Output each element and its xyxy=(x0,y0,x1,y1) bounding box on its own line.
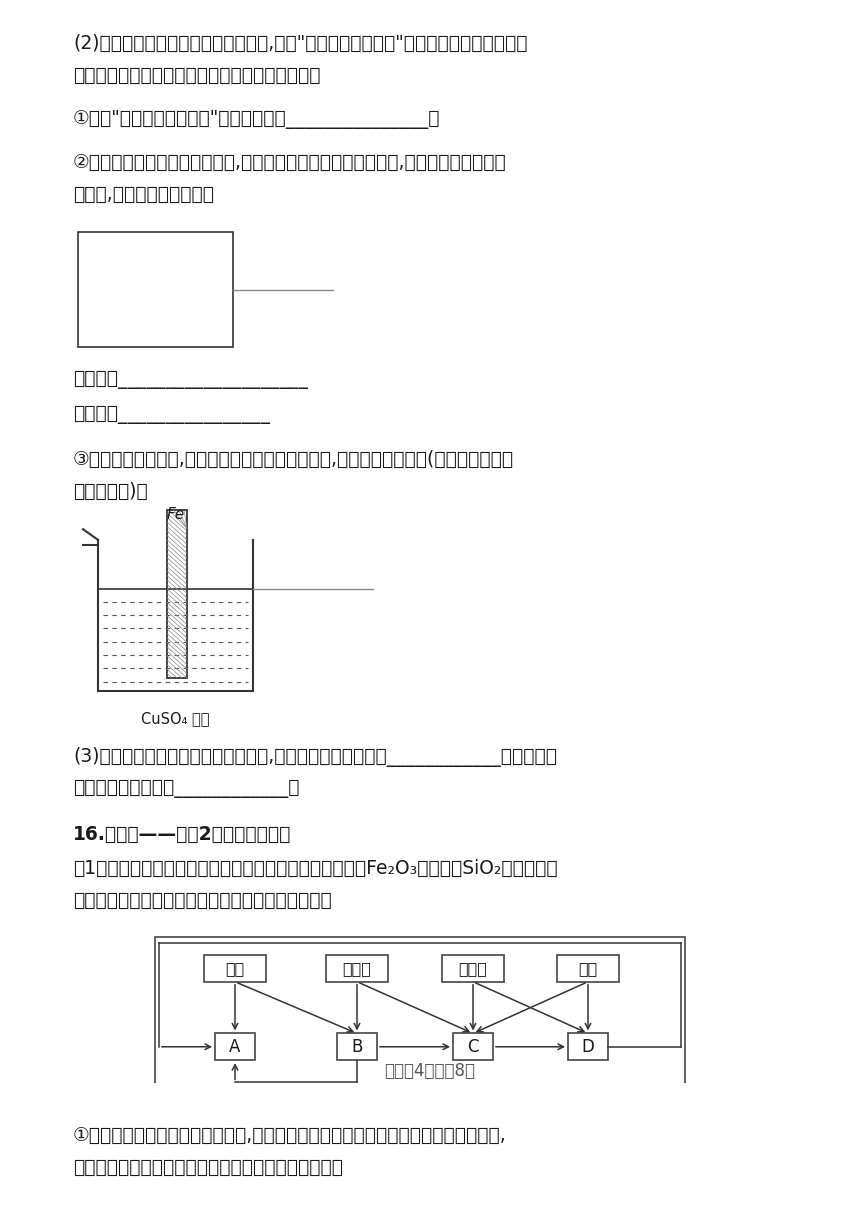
Text: 白青、石胆、胆矾等名称其实都是天然的硫酸铜。: 白青、石胆、胆矾等名称其实都是天然的硫酸铜。 xyxy=(73,66,321,85)
Text: 形成规模的工业体系。据此确定图中相应工厂的名称：: 形成规模的工业体系。据此确定图中相应工厂的名称： xyxy=(73,1158,343,1177)
Text: 质溶液,并写出电极反应式。: 质溶液,并写出电极反应式。 xyxy=(73,185,214,204)
Text: 石灰石: 石灰石 xyxy=(458,961,488,976)
Bar xyxy=(167,511,187,679)
Bar xyxy=(568,1034,608,1060)
Bar xyxy=(167,511,187,679)
Text: (3)铁路工人常用铝热反应来焊接钢轨,写出有关的化学方程式____________。教材中引: (3)铁路工人常用铝热反应来焊接钢轨,写出有关的化学方程式___________… xyxy=(73,747,557,766)
Bar xyxy=(204,955,266,981)
Text: （1）我国某地区已探明蕴藏有丰富的赤铁矿（主要成分为Fe₂O₃，还含有SiO₂等杂质）、: （1）我国某地区已探明蕴藏有丰富的赤铁矿（主要成分为Fe₂O₃，还含有SiO₂等… xyxy=(73,858,557,878)
Text: ②若根据上述反应设计成原电池,请在方框中画出原电池的装置图,标出正、负极和电解: ②若根据上述反应设计成原电池,请在方框中画出原电池的装置图,标出正、负极和电解 xyxy=(73,153,507,173)
Text: ①随着铁矿的开发和炼铁厂的建立,需要在该地区相应建立焦化厂、发电厂、水泥厂等,: ①随着铁矿的开发和炼铁厂的建立,需要在该地区相应建立焦化厂、发电厂、水泥厂等, xyxy=(73,1126,507,1145)
Bar xyxy=(557,955,619,981)
Bar xyxy=(453,1034,493,1060)
Text: (2)早在西汉成书的《淮南万毕术》里,就有"曾青得铁则化为铜"的记载。曾青又有空青、: (2)早在西汉成书的《淮南万毕术》里,就有"曾青得铁则化为铜"的记载。曾青又有空… xyxy=(73,34,527,52)
Text: 负极反应________________: 负极反应________________ xyxy=(73,405,270,424)
Text: B: B xyxy=(352,1037,363,1055)
Text: 煤矿、石灰石和黏土。拟在该地区建设大型炼铁厂。: 煤矿、石灰石和黏土。拟在该地区建设大型炼铁厂。 xyxy=(73,891,332,910)
Text: 黏土: 黏土 xyxy=(579,961,598,976)
Text: Fe: Fe xyxy=(167,507,185,522)
Text: 可用图示意)。: 可用图示意)。 xyxy=(73,482,148,501)
Bar xyxy=(215,1034,255,1060)
Text: 发铝热反应的试剂是____________。: 发铝热反应的试剂是____________。 xyxy=(73,778,299,798)
Text: 煤矿: 煤矿 xyxy=(225,961,244,976)
Bar xyxy=(155,938,685,1098)
Text: ①写出"曾青得铁则化为铜"的离子方程式_______________。: ①写出"曾青得铁则化为铜"的离子方程式_______________。 xyxy=(73,111,440,129)
Bar xyxy=(326,955,388,981)
Text: 正极反应____________________: 正极反应____________________ xyxy=(73,370,308,389)
Bar xyxy=(337,1034,377,1060)
Bar xyxy=(442,955,504,981)
Bar xyxy=(78,231,233,348)
Text: C: C xyxy=(467,1037,479,1055)
Text: ③设计一个实验方案,使如图装置中的铁棒上析出铜,而铁的质量不变。(可用文字叙述也: ③设计一个实验方案,使如图装置中的铁棒上析出铜,而铁的质量不变。(可用文字叙述也 xyxy=(73,450,514,469)
Text: 试卷第4页，共8页: 试卷第4页，共8页 xyxy=(384,1062,476,1080)
Text: D: D xyxy=(581,1037,594,1055)
Text: CuSO₄ 溶液: CuSO₄ 溶液 xyxy=(141,711,209,726)
Text: A: A xyxy=(230,1037,241,1055)
Text: 16.【化学——选修2：化学与技术】: 16.【化学——选修2：化学与技术】 xyxy=(73,824,292,844)
Bar xyxy=(73,1203,790,1216)
Text: 赤铁矿: 赤铁矿 xyxy=(342,961,372,976)
